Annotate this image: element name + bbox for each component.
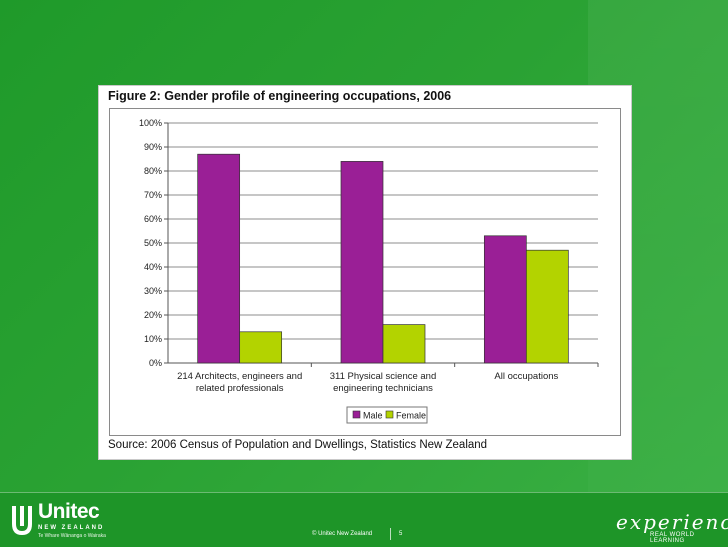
footer-separator — [390, 528, 391, 540]
legend-label: Male — [363, 411, 383, 421]
figure-source: Source: 2006 Census of Population and Dw… — [108, 439, 488, 451]
figure-card: Figure 2: Gender profile of engineering … — [98, 85, 632, 460]
x-tick-label: engineering technicians — [333, 383, 433, 394]
x-tick-label: related professionals — [196, 383, 284, 394]
y-tick-label: 60% — [144, 214, 162, 224]
bar-female — [239, 331, 283, 364]
bar-female — [525, 249, 569, 364]
bar-male — [340, 161, 384, 364]
y-tick-label: 30% — [144, 286, 162, 296]
y-tick-label: 70% — [144, 190, 162, 200]
bar-male — [197, 153, 241, 364]
bar-female — [382, 324, 426, 364]
brand-sub: NEW ZEALAND — [38, 525, 105, 531]
legend-swatch — [352, 410, 361, 419]
y-tick-label: 80% — [144, 166, 162, 176]
x-tick-label: 311 Physical science and — [330, 371, 437, 382]
brand-tagline: Te Whare Wānanga o Wairaka — [38, 533, 106, 539]
footer-copyright: © Unitec New Zealand — [312, 531, 373, 537]
y-tick-label: 10% — [144, 334, 162, 344]
y-tick-label: 40% — [144, 262, 162, 272]
experience-tagline: REAL WORLD LEARNING — [650, 532, 695, 544]
x-tick-label: All occupations — [494, 371, 558, 382]
unitec-logo: Unitec NEW ZEALAND Te Whare Wānanga o Wa… — [10, 500, 120, 542]
experience-logo: experience — [616, 510, 728, 534]
figure-title: Figure 2: Gender profile of engineering … — [108, 89, 452, 103]
y-tick-label: 20% — [144, 310, 162, 320]
brand-name: Unitec — [38, 500, 100, 523]
bar-male — [483, 235, 527, 364]
footer-bar — [0, 492, 728, 547]
unitec-u-icon — [12, 506, 32, 535]
legend-label: Female — [396, 411, 426, 421]
y-tick-label: 0% — [149, 358, 162, 368]
y-tick-label: 50% — [144, 238, 162, 248]
bar-chart: 0% 10% 20% 30% 40% 50% 60% 70% 80% 90% 100% 214 Arc… — [139, 118, 599, 424]
y-tick-label: 100% — [139, 118, 162, 128]
y-tick-label: 90% — [144, 142, 162, 152]
legend-swatch — [385, 410, 394, 419]
x-tick-label: 214 Architects, engineers and — [177, 371, 302, 382]
page-number: 5 — [399, 531, 403, 537]
plot-frame: 0% 10% 20% 30% 40% 50% 60% 70% 80% 90% 100% 214 Arc… — [109, 108, 621, 436]
